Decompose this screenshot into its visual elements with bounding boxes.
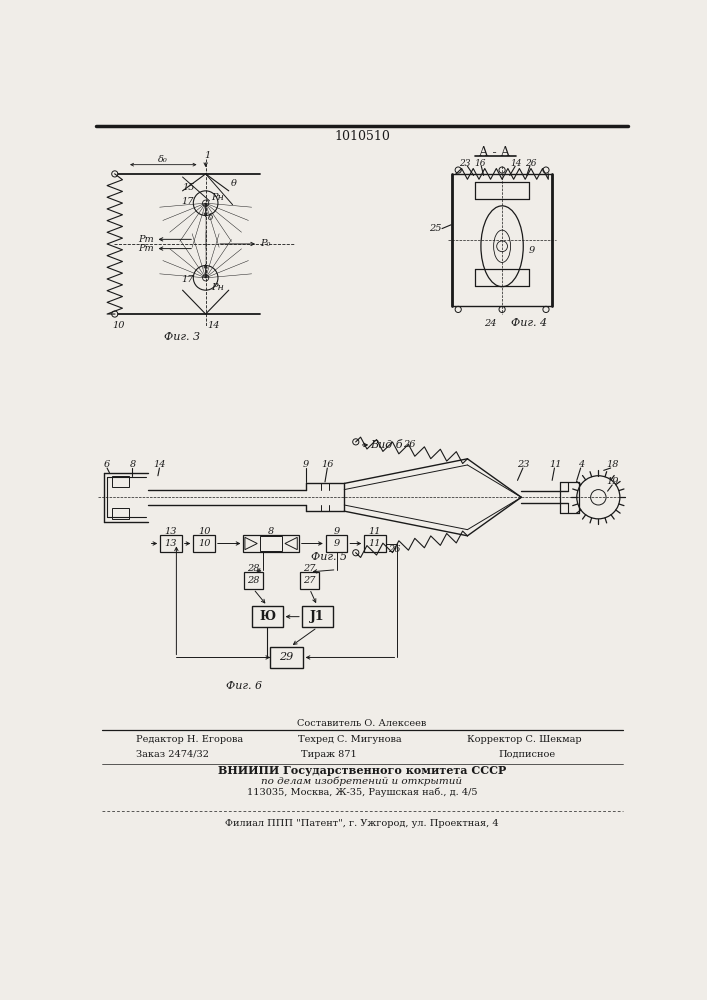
Text: J1: J1 (310, 610, 325, 623)
Text: 9: 9 (303, 460, 309, 469)
Text: 113035, Москва, Ж-35, Раушская наб., д. 4/5: 113035, Москва, Ж-35, Раушская наб., д. … (247, 787, 477, 797)
Text: Корректор С. Шекмар: Корректор С. Шекмар (467, 735, 582, 744)
Text: 8: 8 (129, 460, 136, 469)
Text: Фиг. 3: Фиг. 3 (165, 332, 201, 342)
Text: θ: θ (231, 179, 237, 188)
Text: Филиал ППП "Патент", г. Ужгород, ул. Проектная, 4: Филиал ППП "Патент", г. Ужгород, ул. Про… (225, 819, 498, 828)
Text: Ю: Ю (259, 610, 275, 623)
Text: 23: 23 (517, 460, 529, 469)
Bar (300, 572, 319, 589)
Text: 11: 11 (369, 527, 381, 536)
Text: 1010510: 1010510 (334, 130, 390, 143)
Bar (270, 647, 303, 668)
Text: Фиг. 5: Фиг. 5 (311, 552, 347, 562)
Text: Фиг. 4: Фиг. 4 (511, 318, 547, 328)
Bar (302, 606, 333, 627)
Text: 28: 28 (247, 564, 259, 573)
Text: Составитель О. Алексеев: Составитель О. Алексеев (298, 719, 426, 728)
Text: 25: 25 (429, 224, 441, 233)
Text: по делам изобретений и открытий: по делам изобретений и открытий (262, 777, 462, 786)
Text: 14: 14 (510, 159, 522, 168)
Text: Вид б: Вид б (370, 440, 403, 450)
Bar (193, 535, 215, 552)
Text: 8: 8 (268, 527, 274, 536)
Text: 1: 1 (204, 151, 210, 160)
Text: 9: 9 (528, 246, 534, 255)
Text: А - А: А - А (479, 146, 510, 159)
Bar (244, 572, 262, 589)
Text: 26: 26 (404, 440, 416, 449)
Text: 16: 16 (321, 460, 334, 469)
Text: Подписное: Подписное (498, 750, 556, 759)
Text: 6: 6 (104, 460, 110, 469)
Bar (160, 535, 182, 552)
Text: Заказ 2474/32: Заказ 2474/32 (136, 750, 209, 759)
Text: 9: 9 (334, 527, 339, 536)
Text: 17: 17 (181, 197, 194, 206)
Text: 14: 14 (153, 460, 165, 469)
Bar (243, 535, 299, 552)
Text: 13: 13 (165, 539, 177, 548)
Text: 10: 10 (112, 321, 125, 330)
Bar (364, 535, 386, 552)
Bar (260, 536, 282, 551)
Text: 19: 19 (606, 477, 619, 486)
Text: 27: 27 (303, 564, 316, 573)
Text: ВНИИПИ Государственного комитета СССР: ВНИИПИ Государственного комитета СССР (218, 765, 506, 776)
Text: δ₀: δ₀ (158, 155, 168, 164)
Bar (112, 476, 129, 487)
Text: 23: 23 (460, 159, 471, 168)
Bar (326, 535, 347, 552)
Text: 29: 29 (279, 652, 293, 662)
Text: 10: 10 (198, 527, 211, 536)
Bar (112, 508, 129, 519)
Text: Pн: Pн (211, 283, 223, 292)
Text: Pн: Pн (211, 192, 223, 202)
Text: Pт: Pт (138, 235, 153, 244)
Text: 4: 4 (578, 460, 585, 469)
Text: 17: 17 (181, 275, 194, 284)
Text: 26: 26 (388, 545, 401, 554)
Text: δ: δ (208, 213, 213, 222)
Text: Фиг. 6: Фиг. 6 (226, 681, 262, 691)
Text: 27: 27 (303, 576, 316, 585)
Text: Pт: Pт (138, 244, 153, 253)
Text: 11: 11 (550, 460, 562, 469)
Text: Редактор Н. Егорова: Редактор Н. Егорова (136, 735, 243, 744)
Text: 13: 13 (165, 527, 177, 536)
Text: 24: 24 (484, 319, 497, 328)
Text: 28: 28 (247, 576, 259, 585)
Text: Тираж 871: Тираж 871 (301, 750, 357, 759)
Text: 10: 10 (198, 539, 211, 548)
Text: 14: 14 (207, 321, 220, 330)
Text: 16: 16 (474, 159, 486, 168)
Text: 26: 26 (525, 159, 537, 168)
Text: P₀: P₀ (260, 239, 271, 248)
Text: Техред С. Мигунова: Техред С. Мигунова (298, 735, 402, 744)
Text: 9: 9 (334, 539, 339, 548)
Text: 15: 15 (182, 183, 195, 192)
Bar (252, 606, 283, 627)
Text: 18: 18 (606, 460, 619, 469)
Text: 11: 11 (369, 539, 381, 548)
